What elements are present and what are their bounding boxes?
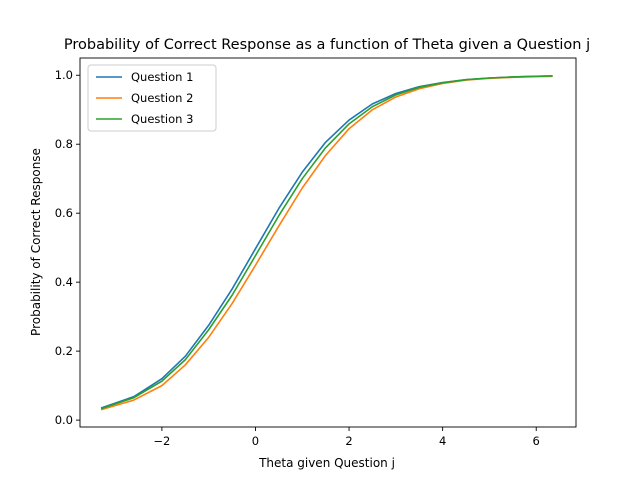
legend-label-2: Question 2 xyxy=(131,91,193,105)
y-tick-label: 0.4 xyxy=(55,275,73,289)
chart-title: Probability of Correct Response as a fun… xyxy=(64,37,590,53)
series-line-3 xyxy=(100,75,553,410)
plot-area xyxy=(79,57,577,428)
x-axis-label: Theta given Question j xyxy=(258,456,395,470)
x-axis-ticks: −2 0 2 4 6 xyxy=(153,427,540,448)
x-tick-label: 4 xyxy=(439,434,446,448)
legend-box xyxy=(87,64,217,132)
x-tick-label: −2 xyxy=(153,434,170,448)
legend-label-1: Question 1 xyxy=(131,70,193,84)
x-tick-label: 2 xyxy=(345,434,352,448)
y-tick-label: 1.0 xyxy=(55,68,73,82)
legend-label-3: Question 3 xyxy=(131,112,193,126)
axes-frame xyxy=(79,57,577,428)
y-tick-label: 0.2 xyxy=(55,344,73,358)
y-tick-label: 0.0 xyxy=(55,413,73,427)
legend: Question 1 Question 2 Question 3 xyxy=(87,64,217,132)
y-axis-label: Probability of Correct Response xyxy=(29,148,43,336)
x-tick-label: 6 xyxy=(533,434,540,448)
x-tick-label: 0 xyxy=(252,434,259,448)
y-tick-label: 0.8 xyxy=(55,137,73,151)
y-tick-label: 0.6 xyxy=(55,206,73,220)
y-axis-ticks: 0.0 0.2 0.4 0.6 0.8 1.0 xyxy=(55,68,80,427)
